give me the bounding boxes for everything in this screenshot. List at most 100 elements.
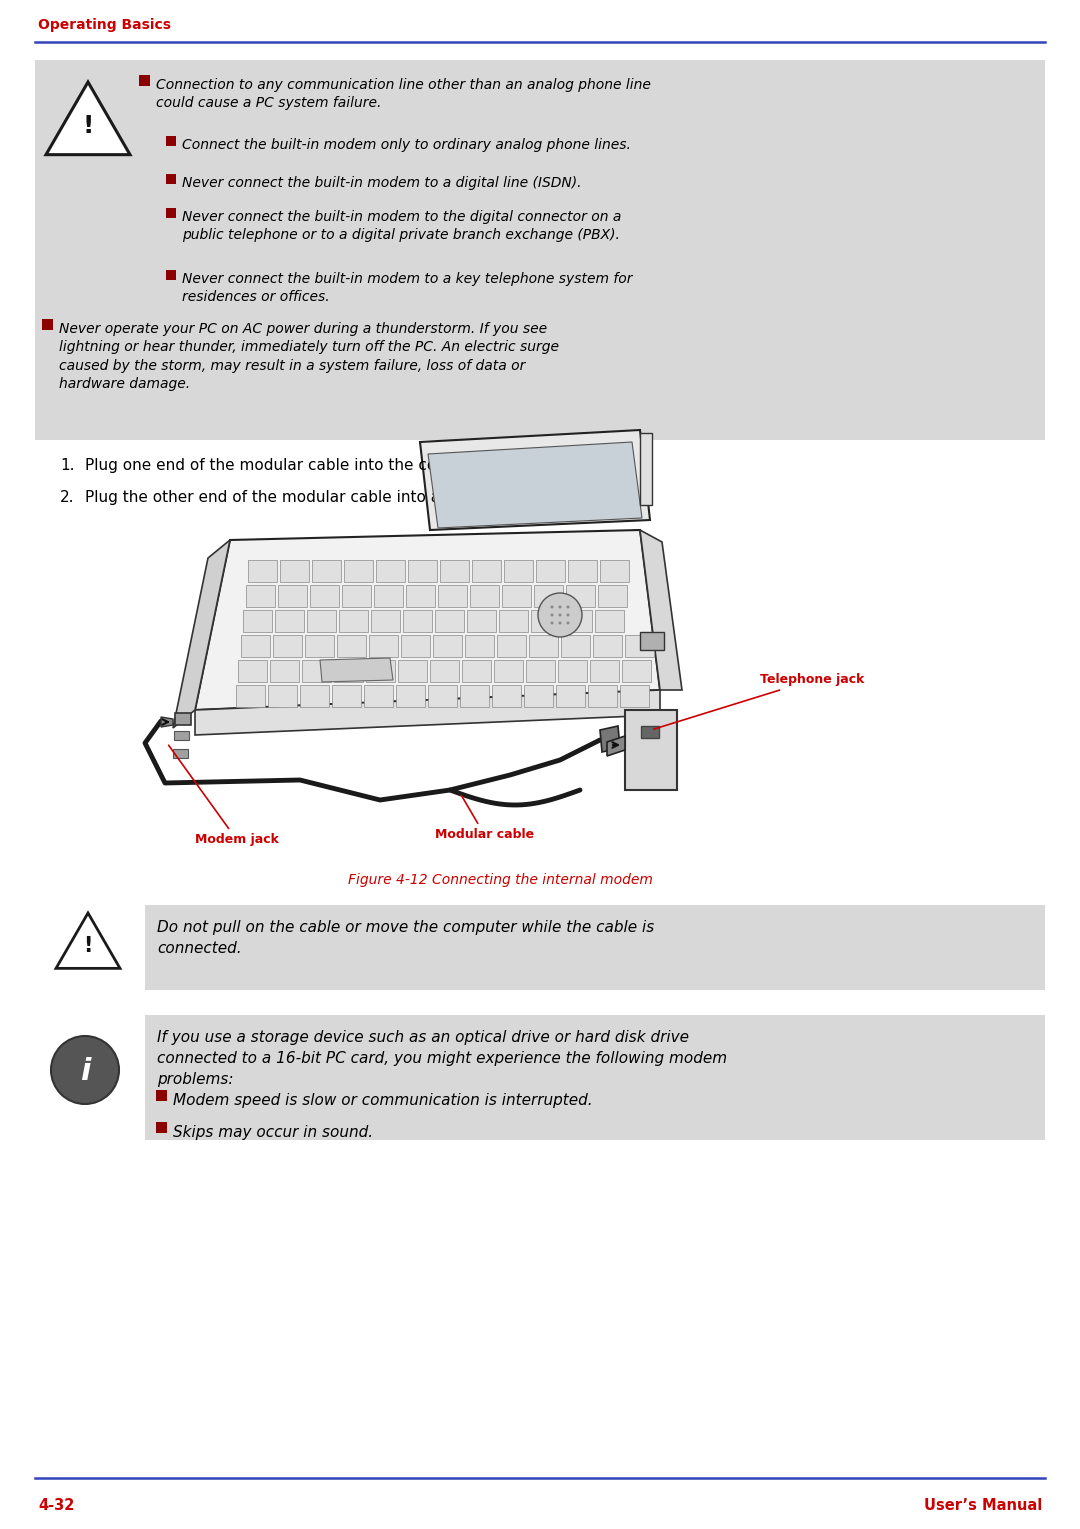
FancyBboxPatch shape [625,709,677,790]
Polygon shape [430,661,459,682]
Polygon shape [561,635,590,657]
Polygon shape [563,610,592,631]
Polygon shape [499,610,528,631]
Polygon shape [600,726,620,752]
Circle shape [558,605,562,609]
Circle shape [551,613,554,616]
Polygon shape [195,531,660,709]
Polygon shape [46,83,130,154]
Polygon shape [334,661,363,682]
Polygon shape [588,685,617,706]
Polygon shape [472,560,501,583]
FancyBboxPatch shape [166,271,176,280]
Polygon shape [366,661,395,682]
Polygon shape [374,586,403,607]
Polygon shape [399,661,427,682]
Text: Plug the other end of the modular cable into a telephone jack.: Plug the other end of the modular cable … [85,489,563,505]
Polygon shape [437,586,467,607]
Polygon shape [428,685,457,706]
Polygon shape [597,586,626,607]
Text: Modem speed is slow or communication is interrupted.: Modem speed is slow or communication is … [173,1093,593,1109]
Text: 4-32: 4-32 [38,1497,75,1512]
Circle shape [551,621,554,624]
Polygon shape [310,586,338,607]
Polygon shape [195,690,660,735]
Text: Do not pull on the cable or move the computer while the cable is
connected.: Do not pull on the cable or move the com… [157,920,654,956]
Polygon shape [568,560,597,583]
Circle shape [558,621,562,624]
Polygon shape [320,657,393,682]
Text: Modular cable: Modular cable [435,795,535,841]
Polygon shape [312,560,341,583]
Polygon shape [405,586,434,607]
Polygon shape [248,560,276,583]
Circle shape [538,593,582,638]
Circle shape [551,605,554,609]
Text: i: i [80,1058,91,1087]
FancyBboxPatch shape [166,208,176,219]
Polygon shape [238,661,267,682]
Polygon shape [401,635,430,657]
Polygon shape [534,586,563,607]
FancyBboxPatch shape [156,1122,167,1133]
Circle shape [558,613,562,616]
Circle shape [51,1037,119,1104]
Polygon shape [624,635,653,657]
Polygon shape [268,685,297,706]
Text: Connect the built-in modem only to ordinary analog phone lines.: Connect the built-in modem only to ordin… [183,138,631,151]
Polygon shape [339,610,368,631]
Polygon shape [245,586,274,607]
Polygon shape [494,661,523,682]
Polygon shape [536,560,565,583]
FancyBboxPatch shape [156,1090,167,1101]
FancyBboxPatch shape [145,1015,1045,1141]
Polygon shape [459,685,488,706]
Polygon shape [501,586,530,607]
Circle shape [567,613,569,616]
Polygon shape [590,661,619,682]
Polygon shape [372,610,400,631]
Circle shape [567,621,569,624]
Polygon shape [278,586,307,607]
Polygon shape [275,610,303,631]
Text: User’s Manual: User’s Manual [923,1497,1042,1512]
Polygon shape [600,560,629,583]
Polygon shape [558,661,588,682]
Polygon shape [622,661,651,682]
Polygon shape [174,731,189,740]
Polygon shape [462,661,491,682]
Polygon shape [341,586,370,607]
Text: Connection to any communication line other than an analog phone line
could cause: Connection to any communication line oth… [156,78,651,110]
Polygon shape [368,635,397,657]
Polygon shape [243,610,272,631]
Polygon shape [531,610,561,631]
Text: 1.: 1. [60,459,75,472]
Polygon shape [440,560,469,583]
Polygon shape [175,713,190,722]
Polygon shape [524,685,553,706]
Polygon shape [640,531,681,690]
Text: Telephone jack: Telephone jack [653,673,864,729]
Polygon shape [235,685,265,706]
Polygon shape [307,610,336,631]
Polygon shape [428,442,642,528]
Text: !: ! [82,113,94,138]
FancyBboxPatch shape [166,174,176,183]
Text: Plug one end of the modular cable into the computer’s modem jack.: Plug one end of the modular cable into t… [85,459,609,472]
Polygon shape [607,735,625,755]
Text: Never operate your PC on AC power during a thunderstorm. If you see
lightning or: Never operate your PC on AC power during… [59,323,559,391]
Polygon shape [593,635,621,657]
Polygon shape [56,913,120,968]
Text: Figure 4-12 Connecting the internal modem: Figure 4-12 Connecting the internal mode… [348,873,652,887]
Polygon shape [408,560,437,583]
Polygon shape [272,635,301,657]
Polygon shape [555,685,584,706]
Polygon shape [403,610,432,631]
Polygon shape [470,586,499,607]
Polygon shape [435,610,464,631]
Text: !: ! [83,936,93,956]
Polygon shape [595,610,624,631]
Text: Never connect the built-in modem to the digital connector on a
public telephone : Never connect the built-in modem to the … [183,209,621,243]
Polygon shape [270,661,299,682]
FancyBboxPatch shape [139,75,150,86]
